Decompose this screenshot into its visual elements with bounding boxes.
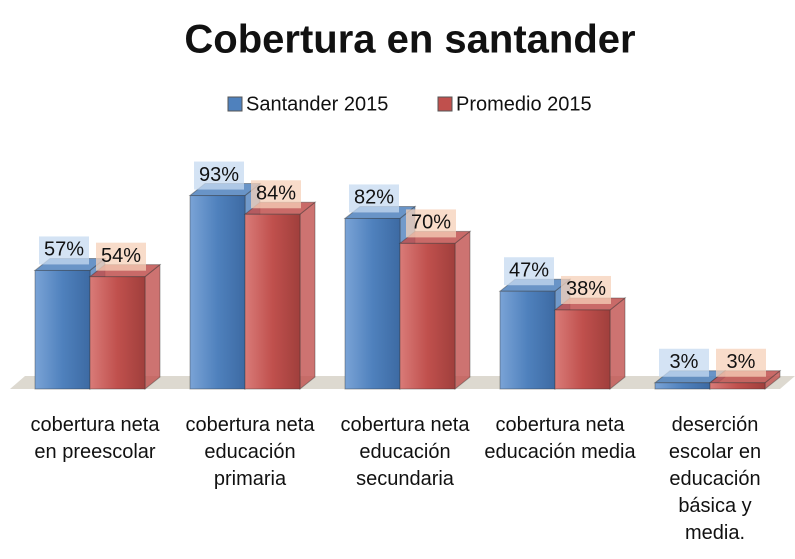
legend-swatch [437, 96, 453, 112]
value-label: 3% [727, 351, 756, 373]
x-tick-label: deserción escolar en educación básica y … [668, 414, 762, 544]
value-label-bg [251, 180, 301, 209]
legend-label: Promedio 2015 [456, 93, 592, 115]
bar [34, 269, 91, 390]
bar-side [609, 296, 626, 391]
value-label: 93% [199, 164, 239, 186]
bar [189, 195, 246, 390]
x-tick-label: cobertura neta educación media [484, 414, 636, 463]
bar [399, 242, 456, 390]
value-label: 84% [256, 183, 296, 205]
bar-3d: 54% [88, 242, 162, 391]
bar-3d: 70% [398, 209, 472, 391]
value-label-bg [406, 209, 456, 238]
x-tick-label: cobertura neta educación primaria [185, 414, 315, 490]
value-label: 57% [44, 239, 84, 261]
bar-side [454, 230, 471, 391]
chart-title: Cobertura en santander [184, 18, 635, 62]
bar [89, 276, 146, 390]
value-label-bg [96, 242, 146, 271]
value-label-bg [39, 236, 89, 265]
bar-3d: 38% [553, 275, 627, 391]
bar-side [144, 263, 161, 391]
bar [654, 382, 711, 390]
value-label-bg [659, 348, 709, 377]
bar [344, 217, 401, 390]
value-label: 54% [101, 245, 141, 267]
value-label-bg [194, 161, 244, 190]
value-label: 70% [411, 212, 451, 234]
bar [709, 382, 766, 390]
value-label-bg [716, 348, 766, 377]
bar-side [299, 201, 316, 391]
bar-3d: 3% [708, 348, 782, 391]
x-tick-label: cobertura neta educación secundaria [340, 414, 470, 490]
value-label: 38% [566, 278, 606, 300]
value-label: 3% [670, 351, 699, 373]
bar [244, 213, 301, 390]
bar [499, 290, 556, 390]
value-label-bg [504, 257, 554, 286]
bar-3d: 84% [243, 180, 317, 391]
legend-label: Santander 2015 [246, 93, 388, 115]
value-label-bg [561, 275, 611, 304]
value-label: 47% [509, 260, 549, 282]
value-label: 82% [354, 187, 394, 209]
bar [554, 309, 611, 390]
value-label-bg [349, 184, 399, 213]
x-tick-label: cobertura neta en preescolar [30, 414, 160, 463]
legend-swatch [227, 96, 243, 112]
